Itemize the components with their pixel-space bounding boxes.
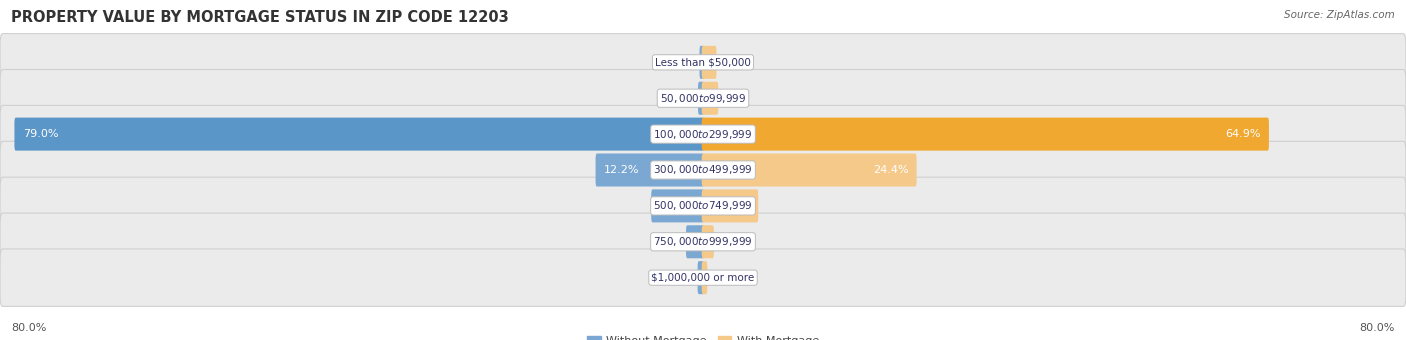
Text: $50,000 to $99,999: $50,000 to $99,999: [659, 92, 747, 105]
FancyBboxPatch shape: [0, 69, 1406, 127]
Text: 12.2%: 12.2%: [603, 165, 640, 175]
Text: 1.1%: 1.1%: [716, 237, 744, 247]
FancyBboxPatch shape: [0, 105, 1406, 163]
FancyBboxPatch shape: [702, 118, 1268, 151]
FancyBboxPatch shape: [702, 261, 707, 294]
Text: 64.9%: 64.9%: [1225, 129, 1261, 139]
Text: 5.8%: 5.8%: [659, 201, 688, 211]
FancyBboxPatch shape: [0, 177, 1406, 235]
Text: $750,000 to $999,999: $750,000 to $999,999: [654, 235, 752, 248]
Text: Source: ZipAtlas.com: Source: ZipAtlas.com: [1284, 10, 1395, 20]
FancyBboxPatch shape: [0, 249, 1406, 306]
Text: 0.25%: 0.25%: [662, 57, 697, 67]
FancyBboxPatch shape: [0, 34, 1406, 91]
FancyBboxPatch shape: [651, 189, 704, 222]
FancyBboxPatch shape: [596, 153, 704, 187]
Text: 6.2%: 6.2%: [721, 201, 749, 211]
Text: 79.0%: 79.0%: [22, 129, 58, 139]
FancyBboxPatch shape: [702, 225, 714, 258]
Text: Less than $50,000: Less than $50,000: [655, 57, 751, 67]
FancyBboxPatch shape: [702, 82, 718, 115]
Text: 80.0%: 80.0%: [1360, 323, 1395, 333]
FancyBboxPatch shape: [0, 213, 1406, 271]
Text: PROPERTY VALUE BY MORTGAGE STATUS IN ZIP CODE 12203: PROPERTY VALUE BY MORTGAGE STATUS IN ZIP…: [11, 10, 509, 25]
Text: 80.0%: 80.0%: [11, 323, 46, 333]
FancyBboxPatch shape: [700, 46, 704, 79]
FancyBboxPatch shape: [697, 261, 704, 294]
FancyBboxPatch shape: [14, 118, 704, 151]
FancyBboxPatch shape: [686, 225, 704, 258]
FancyBboxPatch shape: [702, 153, 917, 187]
Text: 24.4%: 24.4%: [873, 165, 908, 175]
FancyBboxPatch shape: [702, 189, 758, 222]
Text: $1,000,000 or more: $1,000,000 or more: [651, 273, 755, 283]
FancyBboxPatch shape: [697, 82, 704, 115]
Legend: Without Mortgage, With Mortgage: Without Mortgage, With Mortgage: [582, 331, 824, 340]
Text: 1.4%: 1.4%: [718, 57, 747, 67]
Text: 0.34%: 0.34%: [710, 273, 745, 283]
Text: 0.47%: 0.47%: [659, 273, 696, 283]
FancyBboxPatch shape: [0, 141, 1406, 199]
Text: $300,000 to $499,999: $300,000 to $499,999: [654, 164, 752, 176]
FancyBboxPatch shape: [702, 46, 717, 79]
Text: $100,000 to $299,999: $100,000 to $299,999: [654, 128, 752, 141]
Text: 1.8%: 1.8%: [655, 237, 683, 247]
Text: $500,000 to $749,999: $500,000 to $749,999: [654, 199, 752, 212]
Text: 1.6%: 1.6%: [720, 93, 748, 103]
Text: 0.42%: 0.42%: [661, 93, 696, 103]
